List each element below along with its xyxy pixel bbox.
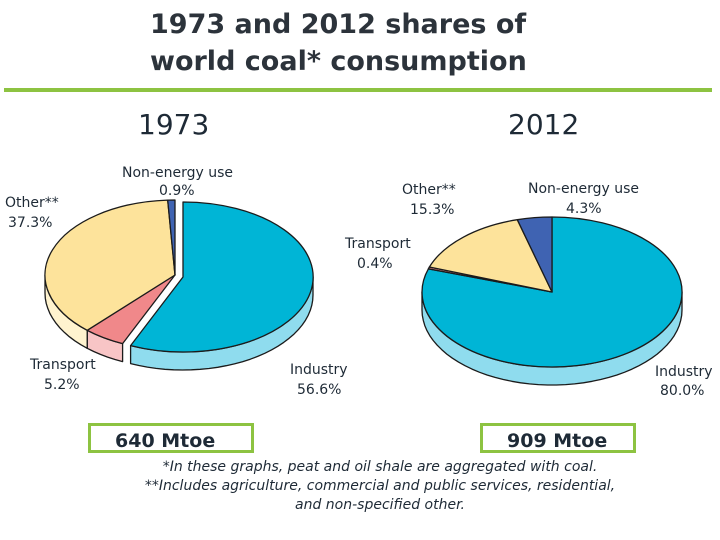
label-1973-industry-value: 56.6%: [297, 382, 341, 398]
label-1973-transport-name: Transport: [29, 357, 96, 373]
year-1973-title: 1973: [138, 108, 209, 141]
label-2012-industry-name: Industry: [655, 364, 713, 380]
label-2012-nonenergy-name: Non-energy use: [528, 181, 639, 197]
label-2012-other-name: Other**: [402, 182, 456, 198]
total-2012-box: 909 Mtoe: [480, 423, 636, 453]
pie-charts: 1973 2012 Non-energy use 0.9% Other** 37…: [0, 0, 720, 460]
pie-1973-other-slice: [45, 200, 175, 330]
label-2012-transport-name: Transport: [344, 236, 411, 252]
label-1973-industry-name: Industry: [290, 362, 348, 378]
footnote-2: **Includes agriculture, commercial and p…: [80, 477, 680, 496]
footnotes: *In these graphs, peat and oil shale are…: [80, 458, 680, 515]
label-1973-transport-value: 5.2%: [44, 377, 80, 393]
label-2012-industry-value: 80.0%: [660, 383, 704, 399]
pie-2012: [422, 217, 682, 385]
label-2012-other-value: 15.3%: [410, 202, 454, 218]
label-1973-nonenergy-value: 0.9%: [159, 183, 195, 199]
footnote-3: and non-specified other.: [80, 496, 680, 515]
year-2012-title: 2012: [508, 108, 579, 141]
label-1973-nonenergy-name: Non-energy use: [122, 165, 233, 181]
footnote-1: *In these graphs, peat and oil shale are…: [80, 458, 680, 477]
label-2012-nonenergy-value: 4.3%: [566, 201, 602, 217]
label-2012-transport-value: 0.4%: [357, 256, 393, 272]
label-1973-other-value: 37.3%: [8, 215, 52, 231]
label-1973-other-name: Other**: [5, 195, 59, 211]
total-1973-box: 640 Mtoe: [88, 423, 254, 453]
pie-1973: [45, 200, 313, 370]
